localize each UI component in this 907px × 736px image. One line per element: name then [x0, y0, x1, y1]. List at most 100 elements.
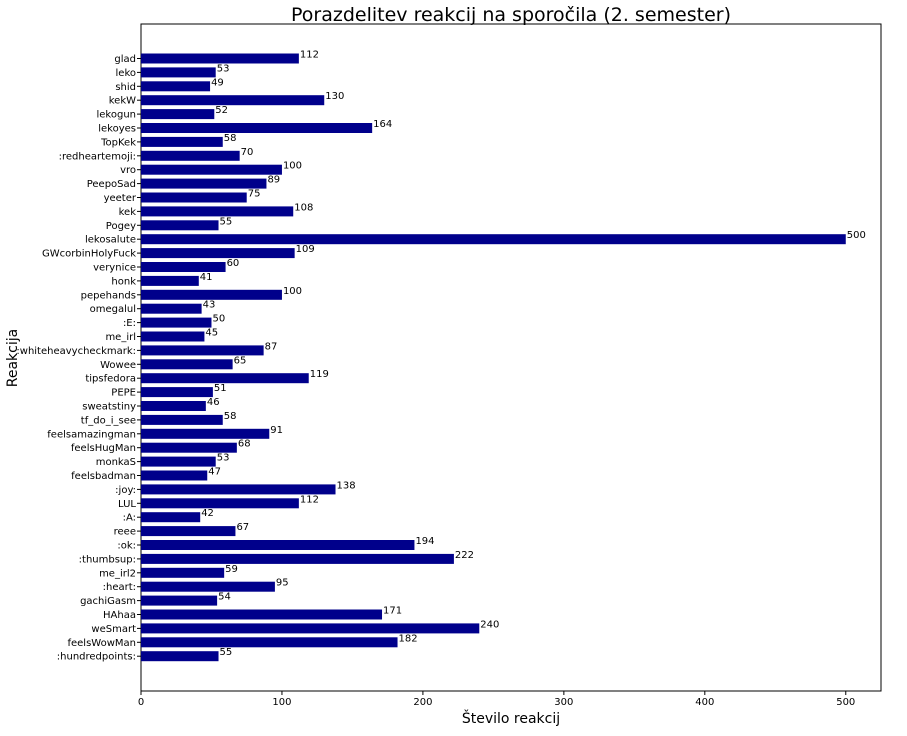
y-tick-label: verynice: [93, 263, 136, 274]
y-tick-label: :heart:: [103, 582, 136, 593]
bar: [141, 623, 480, 634]
bar: [141, 651, 219, 662]
bar: [141, 553, 454, 564]
bar: [141, 67, 216, 78]
bar: [141, 317, 212, 328]
y-tick-label: me_irl: [105, 332, 136, 343]
y-tick-label: Pogey: [106, 221, 136, 232]
bar-value-label: 65: [234, 355, 247, 366]
y-tick-label: :joy:: [115, 485, 136, 496]
bar-value-label: 41: [200, 272, 213, 283]
bar: [141, 262, 226, 272]
x-tick-label: 0: [138, 697, 144, 708]
x-tick-label: 500: [836, 697, 855, 708]
bar: [141, 428, 270, 439]
bar-value-label: 87: [265, 341, 278, 352]
bar: [141, 540, 415, 550]
y-tick-label: GWcorbinHolyFuck: [42, 249, 136, 260]
x-tick-label: 200: [413, 697, 432, 708]
y-tick-label: :redheartemoji:: [59, 151, 136, 162]
bar-value-label: 100: [283, 161, 302, 172]
bar: [141, 275, 199, 286]
y-tick-label: omegalul: [90, 304, 136, 315]
bar-value-label: 43: [203, 300, 216, 311]
y-tick-label: gachiGasm: [80, 596, 136, 607]
bar: [141, 595, 218, 606]
y-tick-label: feelsbadman: [71, 471, 136, 482]
bar: [141, 567, 225, 578]
y-tick-label: tf_do_i_see: [81, 415, 136, 426]
bar-value-label: 171: [383, 606, 402, 617]
bar-value-label: 240: [480, 619, 499, 630]
bar-value-label: 194: [415, 536, 434, 547]
bar-value-label: 50: [212, 314, 225, 325]
y-tick-label: lekosalute: [85, 235, 136, 246]
bar: [141, 150, 240, 161]
bar-value-label: 55: [220, 647, 233, 658]
y-tick-label: Wowee: [100, 360, 136, 371]
bar-value-label: 42: [201, 508, 214, 519]
bar-value-label: 58: [224, 133, 237, 144]
y-tick-label: weSmart: [91, 624, 136, 635]
bar-value-label: 91: [270, 425, 283, 436]
x-tick-label: 400: [695, 697, 714, 708]
bar-value-label: 49: [211, 77, 224, 88]
bar: [141, 109, 215, 120]
y-tick-label: kekW: [109, 96, 136, 107]
y-tick-label: PeepoSad: [87, 179, 136, 190]
x-tick-label: 100: [272, 697, 291, 708]
bar-value-label: 109: [296, 244, 315, 255]
bar-value-label: 138: [337, 480, 356, 491]
bar: [141, 470, 208, 481]
bar: [141, 234, 846, 245]
bar-value-label: 52: [215, 105, 228, 116]
bar: [141, 220, 219, 231]
bar-value-label: 108: [294, 202, 313, 213]
bar: [141, 178, 267, 189]
bar-value-label: 500: [847, 230, 866, 241]
bar: [141, 81, 211, 92]
y-tick-label: :thumbsup:: [79, 554, 136, 565]
bar-value-label: 112: [300, 494, 319, 505]
y-tick-label: kek: [119, 207, 137, 218]
bar-value-label: 112: [300, 50, 319, 61]
bar: [141, 414, 223, 425]
bar-value-label: 53: [217, 453, 230, 464]
y-tick-label: shid: [115, 82, 136, 93]
y-tick-label: :A:: [123, 513, 136, 524]
bar-value-label: 46: [207, 397, 220, 408]
y-tick-label: PEPE: [111, 388, 136, 399]
bar-value-label: 89: [267, 175, 280, 186]
x-tick-label: 300: [554, 697, 573, 708]
bar: [141, 526, 236, 537]
bar-value-label: 59: [225, 564, 238, 575]
bar-value-label: 68: [238, 439, 251, 450]
bar-value-label: 119: [310, 369, 329, 380]
y-tick-label: feelsHugMan: [71, 443, 136, 454]
value-labels-group: 1125349130521645870100897510855500109604…: [200, 50, 866, 659]
bar: [141, 637, 398, 648]
bar-value-label: 60: [227, 258, 240, 269]
plot-area-frame: [140, 23, 882, 692]
bar: [141, 512, 201, 523]
bar-value-label: 182: [399, 633, 418, 644]
bar: [141, 373, 309, 384]
y-tick-label: honk: [111, 276, 136, 287]
y-tick-label: :E:: [123, 318, 136, 329]
y-axis-label: Reakcija: [5, 329, 21, 387]
bar: [141, 609, 383, 620]
x-axis-ticks: 0 100 200 300 400 500: [138, 691, 855, 708]
y-tick-label: pepehands: [81, 290, 136, 301]
y-tick-label: LUL: [118, 499, 136, 510]
y-tick-label: lekogun: [96, 110, 136, 121]
bar: [141, 192, 247, 203]
bar: [141, 387, 213, 398]
y-tick-label: reee: [114, 527, 136, 538]
y-tick-label: vro: [120, 165, 136, 176]
bar-value-label: 51: [214, 383, 227, 394]
bar: [141, 331, 205, 342]
y-tick-label: :ok:: [117, 541, 136, 552]
y-tick-label: yeeter: [104, 193, 137, 204]
y-tick-label: lekoyes: [98, 124, 136, 135]
chart-title: Porazdelitev reakcij na sporočila (2. se…: [291, 4, 731, 26]
